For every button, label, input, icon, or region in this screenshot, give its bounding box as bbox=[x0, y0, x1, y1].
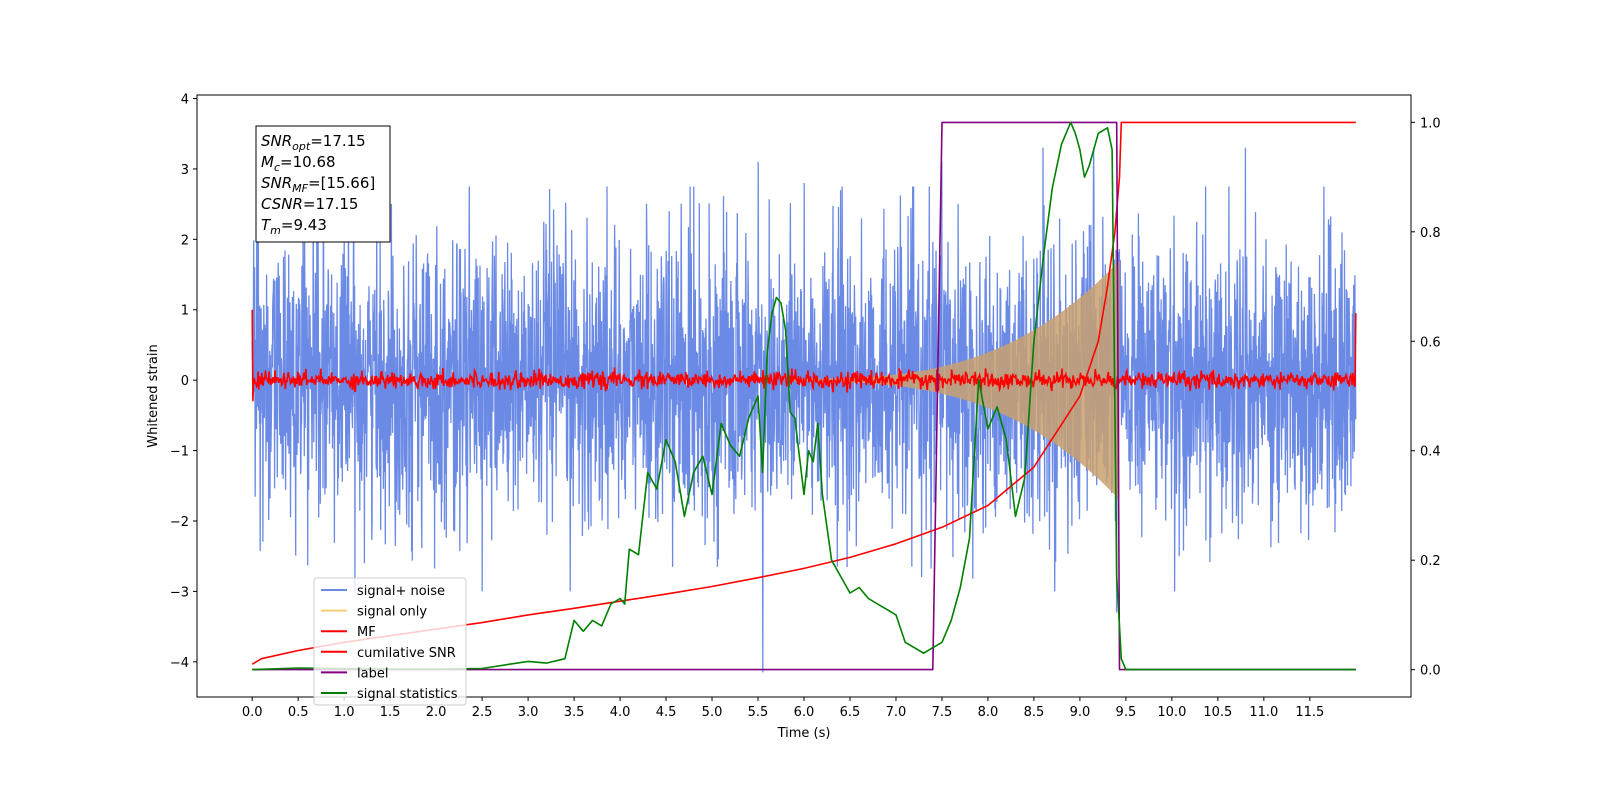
annotation-symbol: SNR bbox=[261, 174, 292, 192]
x-tick-label: 5.5 bbox=[748, 705, 769, 720]
x-tick-label: 8.0 bbox=[978, 705, 999, 720]
x-tick-label: 9.0 bbox=[1070, 705, 1091, 720]
x-tick-label: 7.0 bbox=[886, 705, 907, 720]
annotation-value: =17.15 bbox=[310, 132, 366, 150]
series-line-5 bbox=[252, 121, 1356, 671]
y-tick-label: −3 bbox=[170, 585, 189, 600]
y-tick-label: 3 bbox=[181, 163, 189, 178]
x-tick-label: 1.0 bbox=[334, 705, 355, 720]
y2-tick-label: 1.0 bbox=[1420, 116, 1441, 131]
y2-tick-label: 0.0 bbox=[1420, 664, 1441, 679]
x-axis-label: Time (s) bbox=[777, 726, 831, 741]
x-tick-label: 6.0 bbox=[794, 705, 815, 720]
legend-frame bbox=[313, 577, 467, 706]
y-tick-label: 1 bbox=[181, 304, 189, 319]
x-tick-label: 10.5 bbox=[1203, 705, 1232, 720]
x-tick-label: 10.0 bbox=[1157, 705, 1186, 720]
annotation-frame bbox=[255, 125, 391, 243]
x-tick-label: 3.5 bbox=[564, 705, 585, 720]
x-tick-label: 4.0 bbox=[610, 705, 631, 720]
x-tick-label: 9.5 bbox=[1116, 705, 1137, 720]
annotation-value: =9.43 bbox=[281, 216, 327, 234]
annotation-line: SNRMF=[15.66] bbox=[261, 174, 375, 195]
annotation-value: =[15.66] bbox=[308, 174, 375, 192]
y-tick-label: 0 bbox=[181, 374, 189, 389]
annotation-value: =10.68 bbox=[280, 153, 336, 171]
annotation-symbol: SNR bbox=[261, 132, 292, 150]
series-line-1 bbox=[785, 260, 1120, 500]
x-tick-label: 8.5 bbox=[1024, 705, 1045, 720]
y-axis-label: Whitened strain bbox=[146, 344, 161, 447]
y-tick-label: −4 bbox=[170, 656, 189, 671]
x-tick-label: 6.5 bbox=[840, 705, 861, 720]
annotation-subscript: opt bbox=[292, 140, 311, 153]
y-tick-label: −2 bbox=[170, 515, 189, 530]
y2-tick-label: 0.4 bbox=[1420, 445, 1441, 460]
x-tick-label: 1.5 bbox=[380, 705, 401, 720]
annotation-symbol: T bbox=[261, 216, 272, 234]
annotation-symbol: M bbox=[261, 153, 274, 171]
annotation-subscript: m bbox=[270, 224, 281, 237]
annotation-line: CSNR=17.15 bbox=[261, 195, 358, 213]
annotation-subscript: c bbox=[274, 161, 280, 174]
annotation-value: =17.15 bbox=[303, 195, 359, 213]
legend-label: cumilative SNR bbox=[357, 646, 456, 661]
legend-label: MF bbox=[357, 625, 376, 640]
y2-tick-label: 0.8 bbox=[1420, 226, 1441, 241]
y-tick-label: 2 bbox=[181, 233, 189, 248]
annotation-box: SNRopt=17.15Mc=10.68SNRMF=[15.66]CSNR=17… bbox=[255, 125, 391, 243]
x-tick-label: 11.5 bbox=[1295, 705, 1324, 720]
y2-tick-label: 0.2 bbox=[1420, 554, 1441, 569]
annotation-line: Tm=9.43 bbox=[261, 216, 327, 237]
annotation-line: SNRopt=17.15 bbox=[261, 132, 366, 153]
x-tick-label: 0.0 bbox=[242, 705, 263, 720]
y-tick-label: 4 bbox=[181, 93, 189, 108]
x-tick-label: 5.0 bbox=[702, 705, 723, 720]
y-tick-label: −1 bbox=[170, 445, 189, 460]
legend-label: signal only bbox=[357, 605, 427, 620]
series-line-2 bbox=[251, 309, 1357, 402]
annotation-line: Mc=10.68 bbox=[261, 153, 336, 174]
annotation-subscript: MF bbox=[292, 182, 308, 195]
annotation-symbol: CSNR bbox=[261, 195, 303, 213]
x-tick-label: 2.5 bbox=[472, 705, 493, 720]
legend-label: signal statistics bbox=[357, 687, 458, 702]
legend-label: label bbox=[357, 666, 388, 681]
y2-tick-label: 0.6 bbox=[1420, 335, 1441, 350]
x-tick-label: 2.0 bbox=[426, 705, 447, 720]
legend-label: signal+ noise bbox=[357, 584, 445, 599]
x-tick-label: 0.5 bbox=[288, 705, 309, 720]
x-tick-label: 11.0 bbox=[1249, 705, 1278, 720]
legend: signal+ noise signal only MF cumilative SNR… bbox=[313, 577, 467, 706]
x-tick-label: 7.5 bbox=[932, 705, 953, 720]
axes: 0.0 0.5 1.0 1.5 2.0 2.5 3.0 3.5 4.0 4.5 5.0 5.5 6.0 6… bbox=[146, 93, 1441, 741]
x-tick-label: 3.0 bbox=[518, 705, 539, 720]
x-tick-label: 4.5 bbox=[656, 705, 677, 720]
